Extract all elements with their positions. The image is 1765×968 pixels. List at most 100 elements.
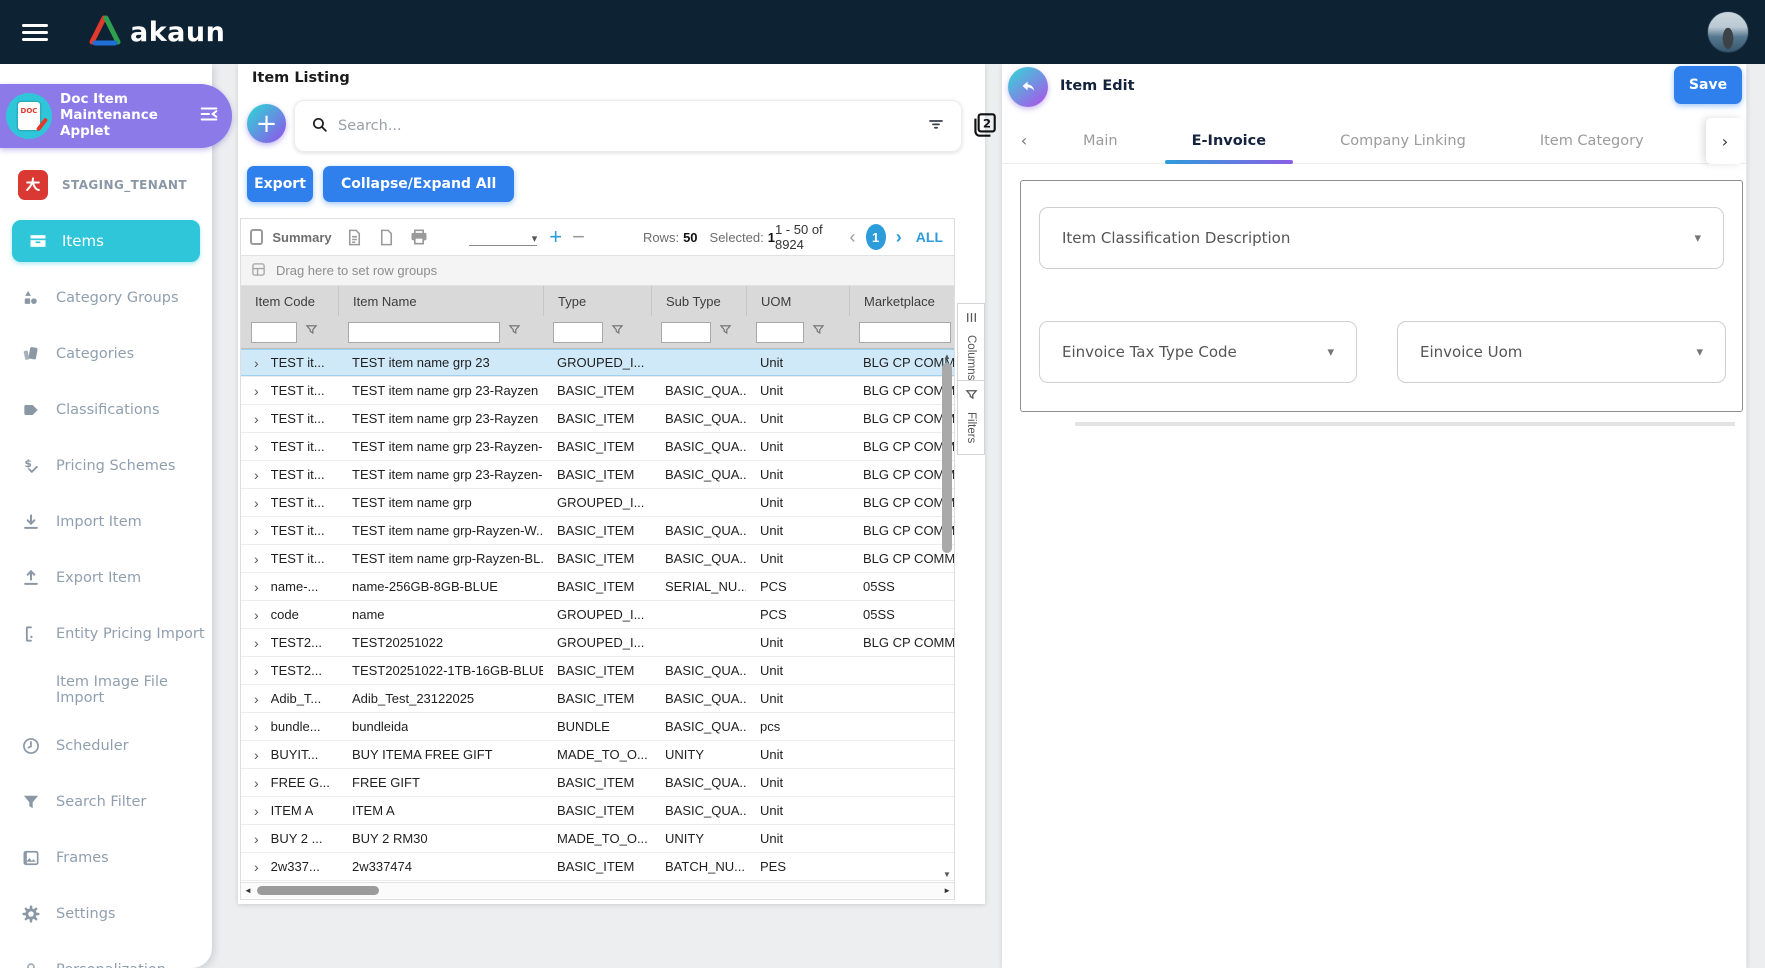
row-group-dropzone[interactable]: Drag here to set row groups: [241, 255, 954, 286]
filter-funnel-icon[interactable]: [508, 323, 521, 341]
menu-fold-icon[interactable]: [198, 103, 220, 129]
tab-filters[interactable]: Filters: [958, 380, 984, 454]
row-expand-icon[interactable]: ›: [254, 832, 259, 846]
group-by-select[interactable]: ▾: [469, 228, 538, 246]
row-expand-icon[interactable]: ›: [254, 608, 259, 622]
table-row[interactable]: ›Adib_T... Adib_Test_23122025 BASIC_ITEM…: [241, 685, 954, 713]
einvoice-uom-select[interactable]: Einvoice Uom ▾: [1397, 321, 1726, 383]
file-blank-icon[interactable]: [377, 228, 396, 247]
filter-funnel-icon[interactable]: [812, 323, 825, 341]
print-icon[interactable]: [409, 227, 429, 247]
app-logo[interactable]: akaun: [88, 15, 225, 50]
tab-scroll-right-button[interactable]: ›: [1706, 118, 1744, 164]
column-header-type[interactable]: Type: [543, 286, 651, 316]
sidebar-item-settings[interactable]: Settings: [0, 886, 212, 942]
table-row[interactable]: ›TEST it... TEST item name grp 23 GROUPE…: [241, 349, 954, 377]
sidebar-item-items[interactable]: Items: [12, 220, 200, 262]
all-pages-button[interactable]: ALL: [916, 229, 943, 245]
sidebar-item-frames[interactable]: Frames: [0, 830, 212, 886]
scroll-right-icon[interactable]: ►: [943, 886, 951, 895]
remove-group-icon[interactable]: −: [572, 226, 585, 248]
table-row[interactable]: ›TEST it... TEST item name grp 23-Rayzen…: [241, 433, 954, 461]
sidebar-item-entity-pricing-import[interactable]: Entity Pricing Import: [0, 606, 212, 662]
user-avatar[interactable]: [1707, 11, 1749, 53]
save-button[interactable]: Save: [1674, 66, 1742, 104]
collapse-expand-all-button[interactable]: Collapse/Expand All: [323, 166, 514, 202]
tab-company-linking[interactable]: Company Linking: [1303, 118, 1503, 163]
pages-2-icon[interactable]: 2: [969, 110, 999, 144]
sidebar-item-staging-tenant[interactable]: STAGING_TENANT: [0, 160, 212, 210]
einvoice-tax-type-select[interactable]: Einvoice Tax Type Code ▾: [1039, 321, 1357, 383]
sidebar-item-export-item[interactable]: Export Item: [0, 550, 212, 606]
search-input[interactable]: [338, 118, 917, 134]
sidebar-item-search-filter[interactable]: Search Filter: [0, 774, 212, 830]
row-expand-icon[interactable]: ›: [254, 776, 259, 790]
filter-funnel-icon[interactable]: [611, 323, 624, 341]
row-expand-icon[interactable]: ›: [254, 804, 259, 818]
table-row[interactable]: ›code name GROUPED_I... PCS 05SS: [241, 601, 954, 629]
sidebar-item-pricing-schemes[interactable]: $ Pricing Schemes: [0, 438, 212, 494]
table-row[interactable]: ›TEST it... TEST item name grp-Rayzen-BL…: [241, 545, 954, 573]
row-expand-icon[interactable]: ›: [254, 748, 259, 762]
filter-input-type[interactable]: [553, 322, 603, 343]
sidebar-item-scheduler[interactable]: Scheduler: [0, 718, 212, 774]
table-row[interactable]: ›TEST2... TEST20251022-1TB-16GB-BLUE BAS…: [241, 657, 954, 685]
column-header-item-name[interactable]: Item Name: [338, 286, 543, 316]
next-page-icon[interactable]: ›: [896, 227, 902, 248]
table-row[interactable]: ›name-... name-256GB-8GB-BLUE BASIC_ITEM…: [241, 573, 954, 601]
row-expand-icon[interactable]: ›: [254, 636, 259, 650]
sidebar-item-import-item[interactable]: Import Item: [0, 494, 212, 550]
horizontal-scrollbar[interactable]: ◄ ►: [241, 882, 954, 898]
row-expand-icon[interactable]: ›: [254, 664, 259, 678]
row-expand-icon[interactable]: ›: [254, 552, 259, 566]
table-row[interactable]: ›TEST it... TEST item name grp-Rayzen-W.…: [241, 517, 954, 545]
table-row[interactable]: ›TEST it... TEST item name grp 23-Rayzen…: [241, 377, 954, 405]
row-expand-icon[interactable]: ›: [254, 860, 259, 874]
filter-lines-icon[interactable]: [927, 115, 945, 137]
scroll-left-icon[interactable]: ◄: [244, 886, 252, 895]
prev-page-icon[interactable]: ‹: [850, 227, 856, 248]
table-row[interactable]: ›TEST2... TEST20251022 GROUPED_I... Unit…: [241, 629, 954, 657]
tab-item-category[interactable]: Item Category: [1503, 118, 1681, 163]
vertical-scrollbar[interactable]: ▲ ▼: [941, 349, 953, 882]
row-expand-icon[interactable]: ›: [254, 720, 259, 734]
table-row[interactable]: ›TEST it... TEST item name grp GROUPED_I…: [241, 489, 954, 517]
filter-input-item-name[interactable]: [348, 322, 500, 343]
file-lines-icon[interactable]: [345, 228, 364, 247]
column-header-item-code[interactable]: Item Code: [241, 286, 338, 316]
row-expand-icon[interactable]: ›: [254, 692, 259, 706]
tab-scroll-left-icon[interactable]: ‹: [1002, 131, 1046, 150]
scroll-down-icon[interactable]: ▼: [943, 870, 951, 879]
add-item-button[interactable]: +: [247, 104, 286, 143]
column-header-marketplace[interactable]: Marketplace: [849, 286, 954, 316]
sidebar-item-categories[interactable]: Categories: [0, 326, 212, 382]
table-row[interactable]: ›TEST it... TEST item name grp 23-Rayzen…: [241, 405, 954, 433]
row-expand-icon[interactable]: ›: [254, 496, 259, 510]
tab-e-invoice[interactable]: E-Invoice: [1155, 118, 1303, 163]
table-row[interactable]: ›ITEM A ITEM A BASIC_ITEM BASIC_QUA... U…: [241, 797, 954, 825]
add-group-icon[interactable]: +: [549, 226, 562, 248]
column-header-sub-type[interactable]: Sub Type: [651, 286, 746, 316]
sidebar-item-personalization[interactable]: Personalization: [0, 942, 212, 968]
back-button[interactable]: [1008, 67, 1048, 107]
applet-header[interactable]: DOC Doc Item Maintenance Applet: [0, 84, 232, 148]
sidebar-item-category-groups[interactable]: Category Groups: [0, 270, 212, 326]
export-button[interactable]: Export: [247, 166, 313, 202]
table-row[interactable]: ›TEST it... TEST item name grp 23-Rayzen…: [241, 461, 954, 489]
row-expand-icon[interactable]: ›: [254, 524, 259, 538]
horizontal-scroll-thumb[interactable]: [257, 886, 379, 895]
table-row[interactable]: ›2w337... 2w337474 BASIC_ITEM BATCH_NU..…: [241, 853, 954, 881]
hamburger-menu-icon[interactable]: [22, 24, 48, 41]
tab-columns[interactable]: Columns: [958, 304, 984, 380]
current-page-button[interactable]: 1: [866, 224, 886, 250]
filter-input-item-code[interactable]: [251, 322, 297, 343]
vertical-scroll-thumb[interactable]: [942, 363, 952, 553]
filter-funnel-icon[interactable]: [719, 323, 732, 341]
table-row[interactable]: ›BUY 2 ... BUY 2 RM30 MADE_TO_O... UNITY…: [241, 825, 954, 853]
filter-input-marketplace[interactable]: [859, 322, 951, 343]
row-expand-icon[interactable]: ›: [254, 412, 259, 426]
filter-funnel-icon[interactable]: [305, 323, 318, 341]
row-expand-icon[interactable]: ›: [254, 384, 259, 398]
row-expand-icon[interactable]: ›: [254, 580, 259, 594]
sidebar-item-classifications[interactable]: Classifications: [0, 382, 212, 438]
